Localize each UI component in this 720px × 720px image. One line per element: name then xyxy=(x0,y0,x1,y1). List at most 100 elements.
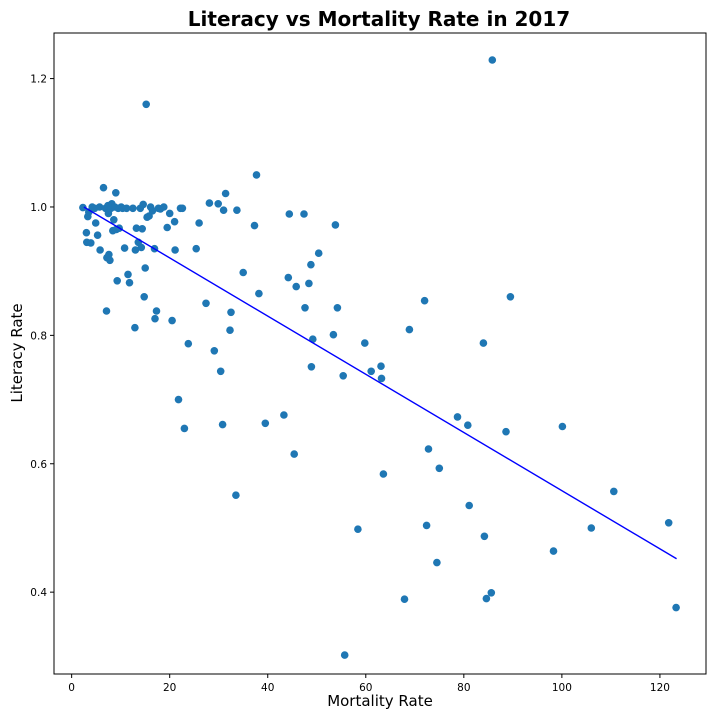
y-axis-label: Literacy Rate xyxy=(8,303,26,402)
data-point xyxy=(453,413,462,421)
data-point xyxy=(305,279,313,288)
data-point xyxy=(110,216,118,224)
data-point xyxy=(160,203,168,211)
data-point xyxy=(79,203,87,212)
data-point xyxy=(132,224,141,232)
data-point xyxy=(379,470,388,478)
data-point xyxy=(205,199,214,207)
data-point xyxy=(307,260,315,269)
data-point xyxy=(125,278,134,287)
x-tick-label: 40 xyxy=(261,682,274,694)
data-point xyxy=(506,293,515,301)
data-point xyxy=(314,249,323,257)
data-point xyxy=(180,424,189,433)
data-point xyxy=(405,325,414,334)
data-point xyxy=(340,651,349,659)
chart-title: Literacy vs Mortality Rate in 2017 xyxy=(188,7,570,31)
data-point xyxy=(112,189,120,197)
data-point xyxy=(233,206,241,214)
data-point xyxy=(232,491,240,500)
y-tick-label: 0.8 xyxy=(30,330,47,342)
data-point xyxy=(138,225,146,233)
data-point xyxy=(171,246,179,254)
data-point xyxy=(142,100,150,109)
data-point xyxy=(140,293,148,301)
data-point xyxy=(95,203,104,211)
data-point xyxy=(170,217,179,226)
data-point xyxy=(202,299,210,308)
data-point xyxy=(124,270,132,279)
data-point xyxy=(400,595,409,603)
data-point xyxy=(284,273,293,282)
x-tick-label: 20 xyxy=(163,682,176,694)
data-point xyxy=(300,210,308,218)
data-point xyxy=(221,189,230,198)
data-point xyxy=(216,367,225,376)
data-point xyxy=(464,421,472,430)
x-axis-ticks: 0 20 40 60 80 100 120 xyxy=(68,674,670,694)
data-point xyxy=(465,501,474,510)
data-point xyxy=(502,427,510,436)
data-point xyxy=(120,244,129,252)
data-point xyxy=(261,419,270,428)
data-point xyxy=(487,589,496,597)
data-point xyxy=(587,524,596,532)
data-point xyxy=(250,221,259,230)
data-point xyxy=(165,209,174,218)
data-point xyxy=(87,239,95,247)
data-point xyxy=(610,487,618,496)
data-point xyxy=(113,277,121,285)
data-point xyxy=(129,204,137,213)
y-tick-label: 0.6 xyxy=(30,459,47,471)
plot-area xyxy=(79,56,680,659)
data-point xyxy=(549,547,558,555)
data-point xyxy=(367,367,376,376)
data-point xyxy=(82,228,91,237)
data-point xyxy=(307,363,316,371)
data-point xyxy=(192,244,200,253)
data-point xyxy=(290,450,299,458)
data-point xyxy=(178,204,187,213)
data-point xyxy=(195,219,203,227)
data-point xyxy=(488,56,497,64)
data-point xyxy=(480,532,489,541)
data-point xyxy=(333,304,342,312)
y-tick-label: 1.0 xyxy=(30,202,47,214)
data-point xyxy=(152,307,161,315)
data-point xyxy=(672,603,680,612)
data-point xyxy=(331,221,340,229)
data-point xyxy=(664,519,673,527)
data-point xyxy=(219,206,228,214)
y-tick-label: 1.2 xyxy=(30,74,47,86)
data-point xyxy=(105,250,113,259)
x-tick-label: 80 xyxy=(457,682,470,694)
trend-line xyxy=(83,206,677,560)
data-point xyxy=(377,362,385,371)
data-point xyxy=(139,200,147,209)
data-point xyxy=(141,264,149,272)
data-point xyxy=(93,231,102,239)
data-point xyxy=(122,204,131,213)
data-point xyxy=(255,289,263,298)
data-point xyxy=(168,316,176,325)
data-point xyxy=(210,347,219,355)
data-point xyxy=(174,395,183,404)
data-point xyxy=(96,246,104,254)
x-tick-label: 120 xyxy=(650,682,670,694)
y-axis-ticks: 0.4 0.6 0.8 1.0 1.2 xyxy=(30,74,54,599)
data-point xyxy=(329,330,338,339)
x-tick-label: 60 xyxy=(359,682,372,694)
data-point xyxy=(148,207,157,215)
data-point xyxy=(482,594,491,603)
data-point xyxy=(422,521,431,530)
data-point xyxy=(558,422,567,431)
data-point xyxy=(433,558,441,567)
data-point xyxy=(252,171,261,179)
data-point xyxy=(424,445,433,453)
data-point xyxy=(137,243,146,252)
data-point xyxy=(239,268,247,277)
x-tick-label: 100 xyxy=(552,682,572,694)
data-point xyxy=(377,374,386,383)
data-point xyxy=(91,219,100,227)
